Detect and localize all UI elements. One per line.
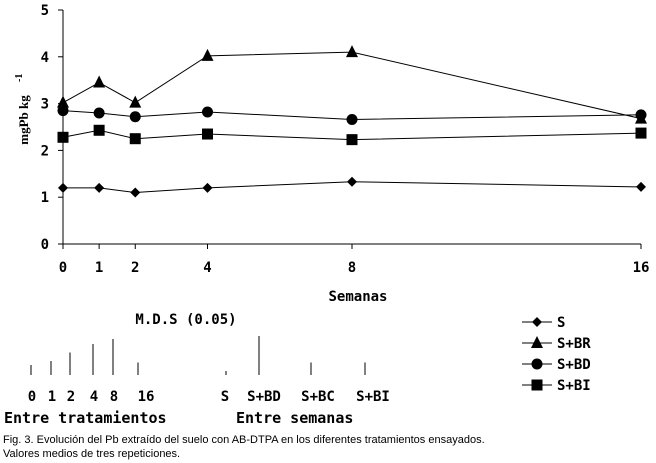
data-point-s-bd xyxy=(202,106,213,118)
mds-section: M.D.S (0.05) 0 1 2 4 8 16 S S+BD S+BC S+BI Entre… xyxy=(4,312,390,427)
mds-label: 4 xyxy=(90,389,98,405)
x-tick-label: 4 xyxy=(203,260,211,276)
mds-label: 8 xyxy=(110,389,118,405)
data-point-s-bd xyxy=(635,109,647,121)
data-point-s-br xyxy=(93,75,106,88)
x-ticks: 0 1 2 4 8 16 xyxy=(59,244,650,276)
x-tick-label: 1 xyxy=(95,260,103,276)
mds-label: 2 xyxy=(67,389,75,405)
y-tick-label: 5 xyxy=(41,3,49,19)
mds-between-weeks: S S+BD S+BC S+BI xyxy=(221,336,390,405)
legend-label: S xyxy=(557,315,565,331)
x-tick-label: 16 xyxy=(633,260,650,276)
mds-weeks-caption: Entre semanas xyxy=(236,409,353,427)
data-point-s-bd xyxy=(129,111,141,123)
y-tick-label: 4 xyxy=(41,50,49,66)
legend-label: S+BD xyxy=(557,357,591,373)
x-tick-label: 2 xyxy=(131,260,139,276)
data-point-s-br xyxy=(346,45,358,58)
legend-marker xyxy=(531,336,543,348)
series-line-s-bd xyxy=(62,110,642,121)
legend: S S+BR S+BD S+BI xyxy=(522,315,591,394)
data-point-s-br xyxy=(57,95,69,108)
mds-label: S+BI xyxy=(356,389,390,405)
data-point-s xyxy=(202,182,213,193)
mds-title: M.D.S (0.05) xyxy=(135,312,236,328)
legend-label: S+BI xyxy=(557,378,591,394)
data-point-s xyxy=(347,176,357,187)
data-point-s xyxy=(130,187,141,198)
x-tick-label: 0 xyxy=(59,260,67,276)
data-point-s-br xyxy=(201,48,214,61)
figure-caption-line2: Valores medios de tres repeticiones. xyxy=(3,448,180,460)
mds-between-treatments: 0 1 2 4 8 16 xyxy=(28,339,155,405)
series-line-s-bi xyxy=(62,129,642,141)
mds-label: S+BC xyxy=(301,389,335,405)
figure-caption-line1: Fig. 3. Evolución del Pb extraído del su… xyxy=(3,434,485,446)
y-tick-label: 2 xyxy=(41,143,49,159)
data-point-s xyxy=(636,181,646,192)
data-point-s-bi xyxy=(129,133,141,145)
y-tick-label: 3 xyxy=(41,97,49,113)
data-point-s-bi xyxy=(57,131,69,143)
legend-marker xyxy=(531,379,543,391)
data-point-s-br xyxy=(129,95,142,108)
mds-label: 16 xyxy=(138,389,155,405)
y-axis-label-group: mgPb kg -1 xyxy=(14,74,31,145)
y-axis-label-exponent: -1 xyxy=(14,74,25,82)
data-point-s xyxy=(94,182,105,193)
series-markers xyxy=(57,45,647,198)
x-axis-label: Semanas xyxy=(328,289,387,305)
legend-marker xyxy=(532,317,542,327)
series-line-s xyxy=(63,181,642,194)
legend-marker xyxy=(531,358,543,370)
y-tick-label: 1 xyxy=(41,190,49,206)
data-point-s xyxy=(58,182,68,193)
data-point-s-bi xyxy=(635,127,647,139)
legend-label: S+BR xyxy=(557,336,591,352)
mds-label: 0 xyxy=(28,389,36,405)
data-point-s-bi xyxy=(202,128,213,140)
series-lines xyxy=(62,51,642,194)
x-tick-label: 8 xyxy=(348,260,356,276)
mds-label: S+BD xyxy=(247,389,281,405)
mds-treatments-caption: Entre tratamientos xyxy=(4,409,167,427)
y-axis-label: mgPb kg xyxy=(16,95,31,145)
series-line-s-br xyxy=(62,51,642,120)
y-ticks: 0 1 2 3 4 5 xyxy=(41,3,63,253)
data-point-s-bi xyxy=(346,134,358,146)
data-point-s-bd xyxy=(93,107,105,119)
mds-label: 1 xyxy=(48,389,56,405)
line-chart: 0 1 2 3 4 5 0 1 2 4 8 16 mgPb kg -1 Semanas xyxy=(14,3,649,305)
data-point-s-bd xyxy=(346,114,358,126)
y-tick-label: 0 xyxy=(41,237,49,253)
mds-label: S xyxy=(221,389,229,405)
data-point-s-bd xyxy=(57,105,69,117)
data-point-s-bi xyxy=(93,124,105,136)
